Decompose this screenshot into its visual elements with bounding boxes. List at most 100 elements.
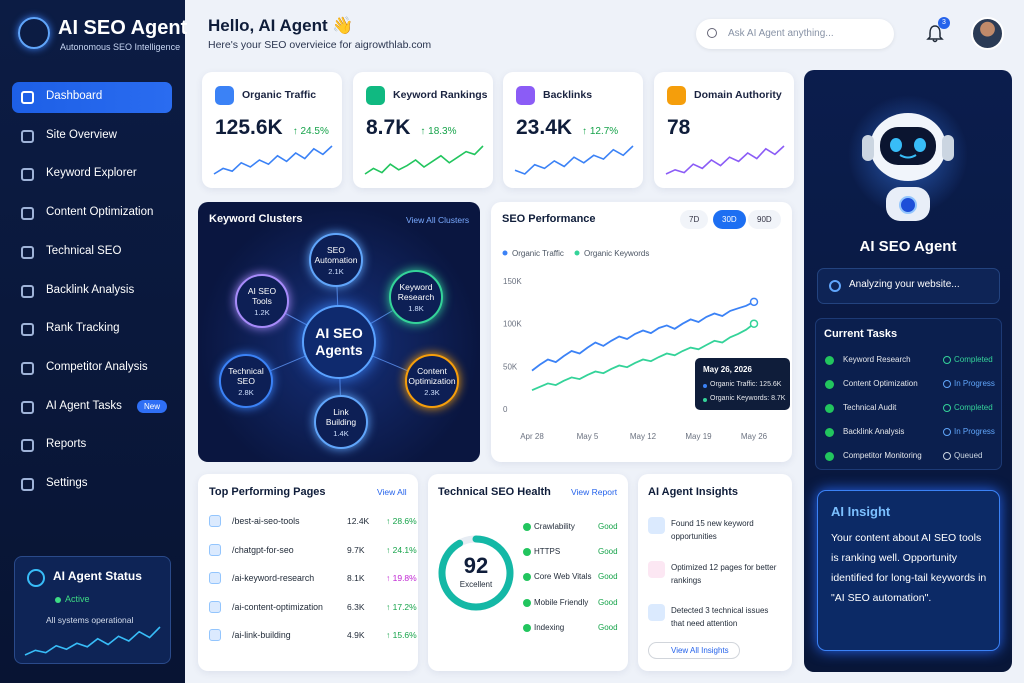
- nav-item[interactable]: Keyword Explorer: [12, 159, 172, 190]
- search-placeholder: Ask AI Agent anything...: [728, 28, 834, 39]
- cluster-node-count: 2.1K: [328, 266, 344, 276]
- check-label: Indexing: [534, 622, 565, 632]
- nav-item[interactable]: Site Overview: [12, 121, 172, 152]
- tagline: Autonomous SEO Intelligence: [60, 42, 181, 52]
- nav-item[interactable]: Rank Tracking: [12, 314, 172, 345]
- cluster-node-label: Content Optimization: [408, 365, 456, 386]
- nav-label: Backlink Analysis: [46, 283, 135, 296]
- nav-item[interactable]: Dashboard: [12, 82, 172, 113]
- cluster-node-count: 1.4K: [333, 428, 349, 438]
- nav-item[interactable]: Backlink Analysis: [12, 276, 172, 307]
- kpi-trend-line: [514, 145, 634, 175]
- page-change: ↑ 15.6%: [386, 630, 417, 641]
- nav-icon: [21, 439, 34, 453]
- nav-label: Keyword Explorer: [46, 167, 137, 180]
- gauge-label: Excellent: [459, 580, 493, 589]
- task-status: In Progress: [954, 427, 995, 436]
- bell-icon: [926, 25, 944, 43]
- cluster-node-count: 1.2K: [254, 307, 270, 317]
- nav-label: Technical SEO: [46, 244, 122, 257]
- check-status: Good: [598, 547, 618, 557]
- kpi-icon: [667, 86, 686, 105]
- avatar[interactable]: [971, 17, 1004, 50]
- page-path[interactable]: /chatgpt-for-seo: [232, 544, 294, 555]
- cluster-node: AI SEO Tools 1.2K: [235, 274, 289, 328]
- x-tick-label: May 5: [577, 432, 599, 441]
- brand: AI SEO Agent: [58, 17, 188, 39]
- nav-item[interactable]: AI Agent Tasks New: [12, 392, 172, 423]
- end-point: [749, 319, 759, 328]
- page-path[interactable]: /ai-link-building: [232, 630, 291, 641]
- nav-item[interactable]: Competitor Analysis: [12, 353, 172, 384]
- task-label: Content Optimization: [843, 379, 918, 388]
- task-status-dot: [943, 356, 951, 364]
- tasks-box: Current Tasks Keyword Research Completed Co…: [815, 318, 1002, 470]
- page-change: ↑ 19.8%: [386, 573, 417, 584]
- kpi-icon: [215, 86, 234, 105]
- nav-item[interactable]: Settings: [12, 469, 172, 500]
- page-icon: [209, 515, 221, 527]
- search-box[interactable]: Ask AI Agent anything...: [696, 19, 894, 49]
- cluster-node: Keyword Research 1.8K: [389, 270, 443, 324]
- check-icon: [523, 548, 531, 557]
- nav-label: Rank Tracking: [46, 322, 120, 335]
- range-button[interactable]: 30D: [713, 210, 746, 229]
- tech-link[interactable]: View Report: [571, 487, 618, 497]
- tooltip-line: Organic Keywords: 8.7K: [710, 395, 786, 402]
- page-visits: 9.7K: [347, 544, 365, 555]
- cluster-node: Content Optimization 2.3K: [405, 354, 459, 408]
- kpi-label: Backlinks: [543, 89, 593, 101]
- kpi-change: ↑ 18.3%: [420, 126, 457, 137]
- clusters-link[interactable]: View All Clusters: [406, 215, 470, 225]
- chart-card: SEO Performance 7D 30D 90D 0 50K 100K 150K Apr 2…: [491, 202, 792, 462]
- insights-link[interactable]: View All Insights: [648, 642, 740, 659]
- agent-status-icon: [829, 280, 841, 292]
- range-button[interactable]: 7D: [680, 210, 709, 229]
- kpi-value: 125.6K: [215, 116, 283, 139]
- kpi-trend-line: [364, 145, 484, 175]
- task-status: Completed: [954, 355, 993, 364]
- task-label: Keyword Research: [843, 355, 911, 364]
- kpi-row: 8.7K ↑ 18.3%: [366, 116, 457, 140]
- nav-item[interactable]: Content Optimization: [12, 198, 172, 229]
- insight-text: Detected 3 technical issues that need at…: [671, 606, 769, 628]
- insight-icon: [648, 561, 665, 578]
- kpi-row: 125.6K ↑ 24.5%: [215, 116, 329, 140]
- check-status: Good: [598, 572, 618, 582]
- insight-icon: [648, 604, 665, 621]
- kpi-card: Backlinks 23.4K ↑ 12.7%: [503, 72, 643, 188]
- page-path[interactable]: /best-ai-seo-tools: [232, 516, 300, 526]
- nav-label: Settings: [46, 477, 88, 489]
- search-icon: [707, 28, 717, 38]
- y-tick-label: 150K: [503, 277, 522, 286]
- insights-card: AI Agent Insights Found 15 new keyword op…: [638, 474, 792, 671]
- check-icon: [523, 623, 531, 632]
- kpi-card: Keyword Rankings 8.7K ↑ 18.3%: [353, 72, 493, 188]
- notification-badge[interactable]: 3: [938, 17, 950, 29]
- x-tick-label: May 19: [685, 432, 712, 441]
- kpi-label: Domain Authority: [694, 89, 782, 101]
- cluster-node-label: Keyword Research: [397, 281, 435, 302]
- gauge-arc: [438, 535, 514, 611]
- task-status-dot: [943, 452, 951, 460]
- page-path[interactable]: /ai-content-optimization: [232, 601, 323, 612]
- page-visits: 6.3K: [347, 601, 365, 612]
- page-path[interactable]: /ai-keyword-research: [232, 573, 315, 584]
- x-tick-label: Apr 28: [520, 432, 544, 441]
- page-visits: 4.9K: [347, 630, 365, 641]
- nav-label: Reports: [46, 438, 87, 451]
- range-button[interactable]: 90D: [748, 210, 781, 229]
- nav-item[interactable]: Reports: [12, 430, 172, 461]
- page-visits: 8.1K: [347, 573, 365, 584]
- insight-text: Optimized 12 pages for better rankings: [671, 563, 777, 585]
- top-pages-link[interactable]: View All: [377, 487, 407, 497]
- check-status: Good: [598, 597, 618, 607]
- insight-title: AI Insight: [831, 504, 891, 519]
- nav-item[interactable]: Technical SEO: [12, 237, 172, 268]
- tooltip-date: May 26, 2026: [703, 365, 752, 374]
- task-check: [825, 380, 834, 389]
- tooltip-line: Organic Traffic: 125.6K: [710, 381, 782, 388]
- chart: 0 50K 100K 150K Apr 28 May 5 May 12 May 19 May 2…: [502, 249, 768, 441]
- insight-body: Your content about AI SEO tools is ranki…: [831, 532, 987, 604]
